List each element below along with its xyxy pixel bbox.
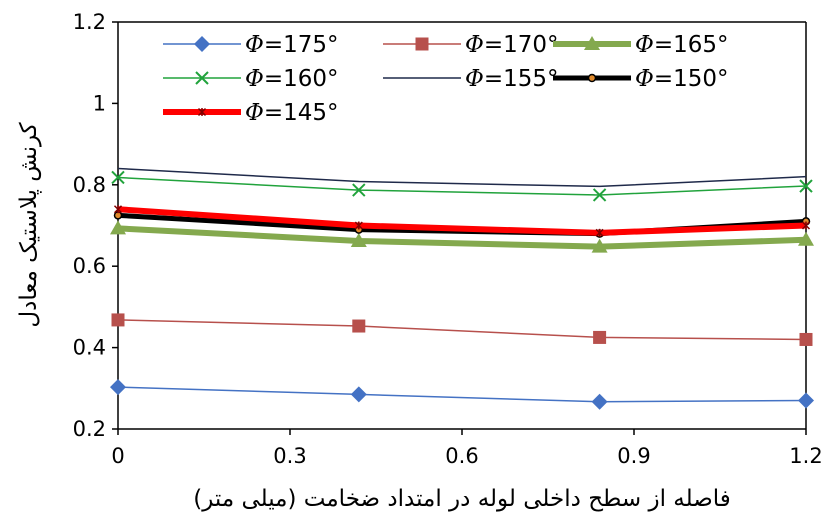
data-point	[798, 392, 814, 409]
series-3	[111, 170, 813, 202]
series-line	[117, 225, 807, 250]
legend-label: Φ=155°	[465, 66, 559, 92]
data-point	[350, 386, 367, 403]
data-point	[350, 232, 367, 247]
legend-label: Φ=170°	[465, 32, 559, 58]
series-4	[117, 167, 807, 188]
legend: Φ=175° Φ=170° Φ=165° Φ=160° Φ=155° Φ=150° Φ=14…	[163, 32, 729, 126]
series-1	[111, 313, 813, 346]
data-point	[799, 332, 813, 346]
legend-item: Φ=170°	[383, 32, 559, 58]
data-point	[352, 183, 366, 197]
legend-item: Φ=155°	[383, 66, 559, 92]
series-line	[117, 319, 807, 341]
series-2	[110, 220, 814, 253]
legend-item: Φ=160°	[163, 66, 339, 92]
y-tick-label: 0.2	[73, 417, 106, 441]
data-point	[592, 188, 607, 202]
legend-marker	[415, 37, 429, 51]
y-tick-label: 0.6	[73, 254, 106, 278]
y-tick-label: 0.8	[73, 173, 106, 197]
data-point	[591, 393, 608, 410]
legend-marker	[197, 107, 207, 117]
data-point	[110, 379, 126, 396]
y-tick-label: 1	[93, 91, 106, 115]
x-tick-label: 0.6	[445, 444, 478, 468]
data-point	[111, 313, 125, 327]
legend-marker	[587, 73, 597, 83]
series-line	[117, 167, 807, 188]
x-tick-label: 0.9	[617, 444, 650, 468]
series-6	[113, 205, 811, 237]
legend-label: Φ=165°	[635, 32, 729, 58]
legend-label: Φ=150°	[635, 66, 729, 92]
legend-item: Φ=150°	[553, 66, 729, 92]
data-point	[113, 205, 123, 214]
legend-label: Φ=145°	[245, 100, 339, 126]
series-line	[117, 176, 807, 196]
tick-labels: 0 0.3 0.6 0.9 1.2 0.2 0.4 0.6 0.8 1 1.2	[73, 10, 823, 468]
data-point	[595, 228, 604, 237]
legend-item: Φ=175°	[163, 32, 339, 58]
y-axis-title: کرنش پلاستیک معادل	[16, 122, 42, 327]
data-point	[801, 221, 811, 230]
x-tick-label: 0.3	[273, 444, 306, 468]
legend-label: Φ=175°	[245, 32, 339, 58]
legend-marker	[194, 36, 210, 52]
legend-marker	[195, 71, 209, 85]
data-point	[591, 238, 608, 253]
series-0	[110, 379, 814, 410]
data-point	[798, 231, 814, 246]
legend-label: Φ=160°	[245, 66, 339, 92]
y-tick-label: 0.4	[73, 336, 106, 360]
series-layer	[110, 167, 814, 410]
y-tick-label: 1.2	[73, 10, 106, 34]
data-point	[354, 221, 363, 230]
series-line	[117, 386, 807, 403]
data-point	[799, 179, 813, 193]
legend-item: Φ=145°	[163, 100, 339, 126]
legend-item: Φ=165°	[553, 32, 729, 58]
data-point	[111, 170, 125, 185]
data-point	[352, 319, 366, 333]
legend-marker	[584, 36, 600, 50]
x-tick-label: 0	[111, 444, 124, 468]
data-point	[593, 330, 607, 344]
x-tick-label: 1.2	[789, 444, 822, 468]
data-point	[110, 220, 126, 235]
x-axis-title: فاصله از سطح داخلی لوله در امتداد ضخامت …	[193, 486, 731, 512]
series-line	[117, 206, 807, 236]
